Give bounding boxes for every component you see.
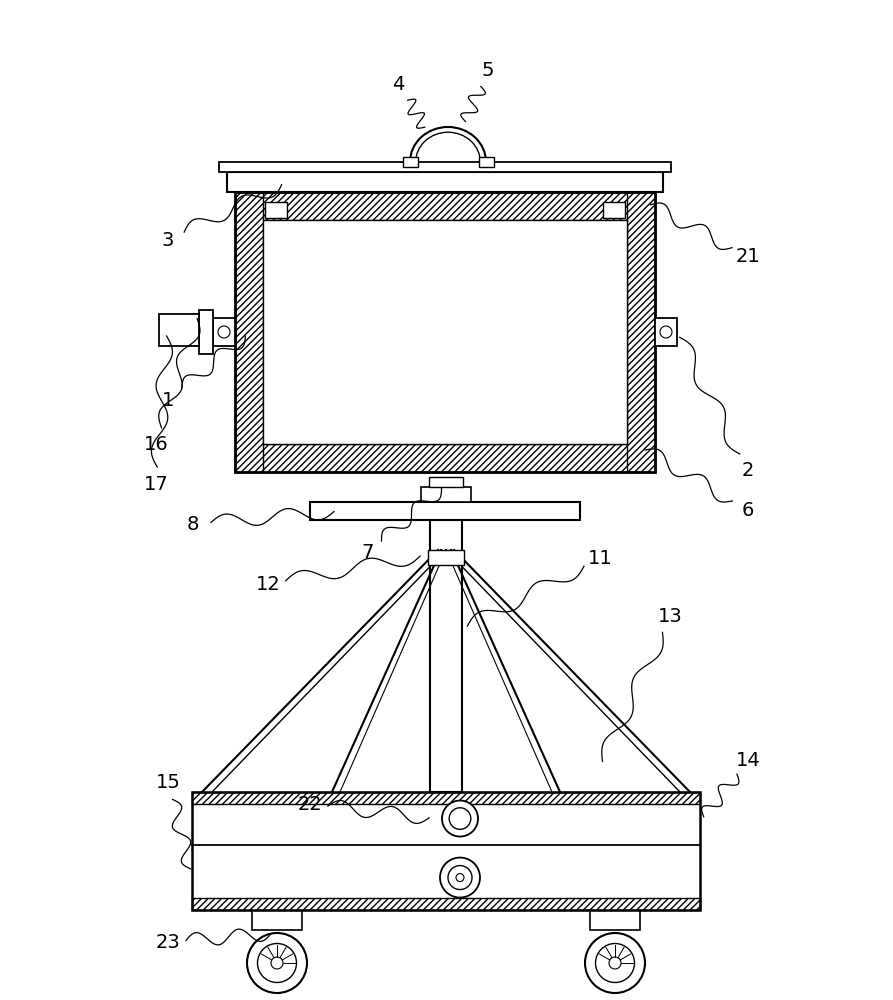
Bar — [235, 192, 655, 220]
Circle shape — [449, 808, 471, 829]
Bar — [603, 202, 625, 218]
Text: 12: 12 — [255, 574, 280, 593]
Bar — [235, 192, 263, 472]
Circle shape — [247, 933, 307, 993]
Bar — [263, 220, 627, 444]
Bar — [403, 157, 418, 167]
Bar — [429, 477, 463, 487]
Circle shape — [660, 326, 672, 338]
Circle shape — [271, 957, 283, 969]
Text: 21: 21 — [736, 246, 760, 265]
Text: 17: 17 — [144, 476, 169, 494]
Text: 11: 11 — [588, 548, 613, 568]
Circle shape — [609, 957, 621, 969]
Text: 23: 23 — [155, 932, 180, 952]
Text: 6: 6 — [742, 500, 755, 520]
Bar — [219, 162, 671, 172]
Circle shape — [596, 944, 635, 982]
Text: 16: 16 — [144, 436, 169, 454]
Circle shape — [257, 944, 296, 982]
Text: 2: 2 — [742, 460, 755, 480]
Bar — [159, 314, 199, 346]
Bar — [421, 487, 471, 502]
Circle shape — [218, 326, 230, 338]
Bar — [213, 318, 235, 346]
Bar — [479, 157, 494, 167]
Text: 22: 22 — [297, 794, 322, 814]
Bar — [192, 792, 700, 910]
Circle shape — [585, 933, 645, 993]
Bar — [590, 910, 640, 930]
Bar — [192, 898, 700, 910]
Bar — [235, 192, 655, 472]
Bar — [252, 910, 302, 930]
Bar — [227, 172, 663, 192]
Bar — [192, 792, 700, 804]
Text: 15: 15 — [155, 772, 180, 792]
Circle shape — [448, 866, 472, 890]
Bar — [430, 520, 462, 792]
Bar — [627, 192, 655, 472]
Bar — [199, 310, 213, 354]
Text: 3: 3 — [162, 231, 174, 249]
Text: 13: 13 — [657, 606, 682, 626]
Bar — [265, 202, 287, 218]
Text: 14: 14 — [736, 750, 760, 770]
Text: 5: 5 — [481, 60, 494, 80]
Bar — [310, 502, 580, 520]
Circle shape — [456, 874, 464, 882]
Bar — [428, 550, 464, 565]
Text: 1: 1 — [162, 390, 174, 410]
Text: 8: 8 — [187, 514, 199, 534]
Text: 4: 4 — [392, 76, 405, 95]
Bar — [235, 444, 655, 472]
Text: 7: 7 — [362, 544, 374, 562]
Circle shape — [442, 801, 478, 837]
Circle shape — [440, 858, 480, 898]
Bar — [655, 318, 677, 346]
